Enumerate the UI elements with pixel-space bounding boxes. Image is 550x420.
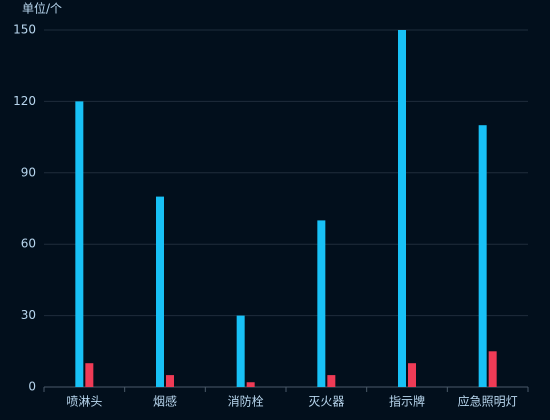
bar	[327, 375, 336, 387]
bar	[236, 315, 245, 387]
y-tick-label: 60	[21, 237, 36, 251]
bar	[398, 30, 406, 387]
y-tick-label: 90	[21, 165, 36, 179]
bar	[246, 382, 255, 387]
y-tick-label: 0	[28, 380, 36, 394]
x-tick-label: 烟感	[153, 394, 177, 409]
y-axis-label: 单位/个	[22, 1, 62, 16]
bar	[478, 125, 487, 387]
bar	[156, 196, 164, 387]
x-tick-label: 喷淋头	[66, 395, 102, 409]
bar	[408, 363, 416, 387]
x-tick-label: 指示牌	[389, 394, 425, 409]
y-tick-label: 120	[13, 94, 36, 108]
bar	[85, 363, 94, 387]
bar	[317, 220, 326, 387]
bar	[488, 351, 497, 387]
x-tick-label: 应急照明灯	[458, 394, 518, 409]
y-tick-label: 30	[21, 308, 36, 322]
x-tick-label: 消防栓	[228, 394, 264, 409]
bar	[75, 101, 84, 388]
bar	[166, 375, 174, 387]
x-tick-label: 灭火器	[308, 395, 344, 409]
y-tick-label: 150	[13, 23, 36, 37]
